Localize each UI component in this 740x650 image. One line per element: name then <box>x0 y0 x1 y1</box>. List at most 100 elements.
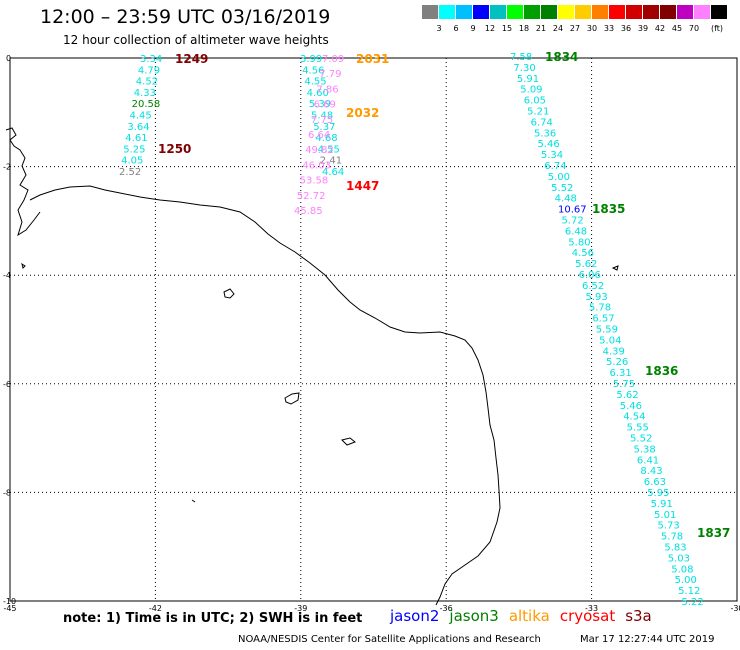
legend-swatch <box>439 5 455 19</box>
wave-height-label: 5.26 <box>606 357 628 368</box>
wave-height-label: 5.08 <box>671 564 693 575</box>
wave-height-label: 5.93 <box>585 292 607 303</box>
legend-swatch <box>473 5 489 19</box>
legend-level: 30 <box>586 24 598 33</box>
wave-height-label: 45.85 <box>294 206 323 217</box>
legend-level: 70 <box>688 24 700 33</box>
wave-height-label: 4.33 <box>134 88 156 99</box>
satellite-altika: altika <box>508 607 550 625</box>
legend-swatch <box>677 5 693 19</box>
time-label: 1836 <box>645 364 678 378</box>
time-label: 1834 <box>545 50 578 64</box>
wave-height-label: 20.58 <box>132 99 161 110</box>
wave-height-label: 5.52 <box>630 434 652 445</box>
wave-height-label: 2.52 <box>119 167 141 178</box>
satellite-jason3: jason3 <box>449 607 499 625</box>
wave-height-label: 4.48 <box>555 194 577 205</box>
altimeter-tracks: 3.344.794.524.3320.584.453.644.615.254.0… <box>119 50 730 608</box>
credit-text: NOAA/NESDIS Center for Satellite Applica… <box>238 634 541 645</box>
wave-height-label: 5.01 <box>654 510 676 521</box>
wave-height-label: 5.73 <box>657 521 679 532</box>
legend-level: 15 <box>501 24 513 33</box>
legend-level: 12 <box>484 24 496 33</box>
legend-level: 24 <box>552 24 564 33</box>
wave-height-label: 4.60 <box>307 88 329 99</box>
legend-swatch <box>592 5 608 19</box>
wave-height-label: 6.05 <box>524 96 546 107</box>
wave-height-label: 5.91 <box>517 74 539 85</box>
legend-level: 45 <box>671 24 683 33</box>
x-tick-label: -39 <box>294 604 307 613</box>
wave-height-label: 5.48 <box>311 111 333 122</box>
wave-height-label: 6.74 <box>544 161 566 172</box>
legend-swatch <box>507 5 523 19</box>
wave-height-label: 5.72 <box>561 216 583 227</box>
wave-height-label: 4.52 <box>136 77 158 88</box>
wave-height-label: 4.05 <box>121 156 143 167</box>
wave-height-label: 49.82 <box>305 145 334 156</box>
y-tick-label: -8 <box>3 488 11 497</box>
wave-height-label: 7.30 <box>513 63 535 74</box>
legend-level: 21 <box>535 24 547 33</box>
wave-height-label: 6.52 <box>582 281 604 292</box>
legend-swatch <box>524 5 540 19</box>
legend-swatch <box>558 5 574 19</box>
island-1 <box>223 288 235 299</box>
wave-height-label: 5.62 <box>575 259 597 270</box>
legend-swatch <box>575 5 591 19</box>
satellite-jason2: jason2 <box>390 607 440 625</box>
time-label: 2031 <box>356 52 389 66</box>
legend-level: 18 <box>518 24 530 33</box>
time-label: 1835 <box>592 202 625 216</box>
wave-height-label: 6.31 <box>609 368 631 379</box>
x-tick-label: -45 <box>3 604 16 613</box>
wave-height-label: 4.54 <box>623 412 645 423</box>
x-tick-label: -30 <box>730 604 740 613</box>
y-tick-label: -6 <box>3 380 11 389</box>
wave-height-label: 4.61 <box>125 133 147 144</box>
wave-height-label: 5.59 <box>596 325 618 336</box>
y-tick-label: 0 <box>6 54 11 63</box>
wave-height-label: 3.99 <box>300 54 322 65</box>
subtitle: 12 hour collection of altimeter wave hei… <box>63 33 329 47</box>
time-label: 2032 <box>346 106 379 120</box>
legend-swatch <box>711 5 727 19</box>
legend-swatch <box>456 5 472 19</box>
wave-height-label: 5.12 <box>678 586 700 597</box>
wave-height-label: 8.43 <box>640 466 662 477</box>
legend-unit: (ft) <box>710 24 724 33</box>
wave-height-label: 5.78 <box>661 532 683 543</box>
wave-height-label: 4.79 <box>138 65 160 76</box>
coastline-north <box>5 127 41 237</box>
wave-height-label: 5.25 <box>123 144 145 155</box>
y-tick-label: -4 <box>3 271 11 280</box>
legend-level: 42 <box>654 24 666 33</box>
wave-height-label: 4.56 <box>302 65 324 76</box>
island-4 <box>611 265 619 271</box>
wave-height-label: 6.48 <box>565 226 587 237</box>
wave-height-label: 5.22 <box>682 597 704 608</box>
legend-level: 36 <box>620 24 632 33</box>
wave-height-label: 3.34 <box>140 54 162 65</box>
wave-height-label: 6.64 <box>308 130 330 141</box>
page-title: 12:00 – 23:59 UTC 03/16/2019 <box>40 6 331 28</box>
legend-swatch <box>694 5 710 19</box>
wave-height-label: 5.55 <box>627 423 649 434</box>
wave-height-label: 5.95 <box>647 488 669 499</box>
wave-height-label: 4.56 <box>572 248 594 259</box>
wave-height-label: 5.21 <box>527 107 549 118</box>
wave-height-label: 4.64 <box>322 167 344 178</box>
note-text: note: 1) Time is in UTC; 2) SWH is in fe… <box>63 611 363 626</box>
wave-height-label: 7.58 <box>510 52 532 63</box>
legend-swatch <box>609 5 625 19</box>
wave-height-label: 5.39 <box>309 99 331 110</box>
wave-height-label: 5.83 <box>664 543 686 554</box>
wave-height-label: 5.75 <box>613 379 635 390</box>
wave-height-label: 6.69 <box>314 100 336 111</box>
satellite-s3a: s3a <box>625 607 652 625</box>
wave-height-label: 5.80 <box>568 237 590 248</box>
wave-height-label: 5.46 <box>620 401 642 412</box>
wave-height-label: 5.36 <box>534 128 556 139</box>
wave-height-label: 2.41 <box>320 156 342 167</box>
